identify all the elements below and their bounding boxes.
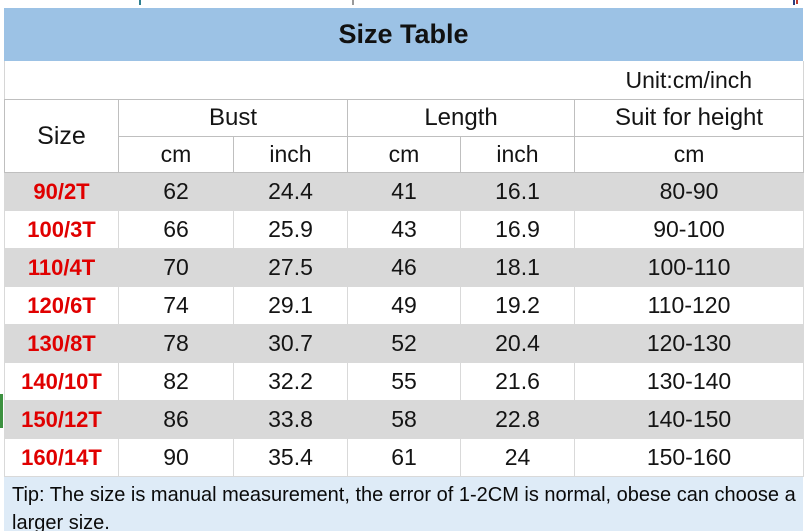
length-cm-cell: 46 [347,248,461,287]
bust-inch-cell: 29.1 [233,286,348,325]
bust-inch-cell: 25.9 [233,210,348,249]
suit-height-cell: 130-140 [574,362,805,401]
suit-height-cell: 110-120 [574,286,805,325]
length-cm-cell: 55 [347,362,461,401]
subheader-length-inch: inch [459,136,576,173]
length-inch-cell: 16.1 [459,172,576,211]
table-row: 110/4T 70 27.5 46 18.1 100-110 [4,248,805,287]
bust-cm-cell: 90 [118,438,234,477]
edge-artifact-tick [793,0,795,5]
size-cell: 110/4T [4,248,119,287]
bust-cm-cell: 62 [118,172,234,211]
table-row: 150/12T 86 33.8 58 22.8 140-150 [4,400,805,439]
table-row: 90/2T 62 24.4 41 16.1 80-90 [4,172,805,211]
length-cm-cell: 41 [347,172,461,211]
bust-inch-cell: 35.4 [233,438,348,477]
subheader-bust-cm: cm [118,136,234,173]
bust-cm-cell: 86 [118,400,234,439]
bust-inch-cell: 32.2 [233,362,348,401]
length-cm-cell: 52 [347,324,461,363]
length-inch-cell: 19.2 [459,286,576,325]
suit-height-cell: 80-90 [574,172,805,211]
length-cm-cell: 43 [347,210,461,249]
column-header-bust: Bust [118,99,348,137]
bust-inch-cell: 33.8 [233,400,348,439]
size-table: Unit:cm/inch Size Bust Length Suit for h… [4,61,805,477]
column-header-suit-for-height: Suit for height [574,99,805,137]
length-inch-cell: 21.6 [459,362,576,401]
column-header-size: Size [4,99,119,173]
length-inch-cell: 18.1 [459,248,576,287]
table-row: 120/6T 74 29.1 49 19.2 110-120 [4,286,805,325]
bust-cm-cell: 78 [118,324,234,363]
size-cell: 140/10T [4,362,119,401]
bust-cm-cell: 70 [118,248,234,287]
table-row: 140/10T 82 32.2 55 21.6 130-140 [4,362,805,401]
subheader-bust-inch: inch [233,136,348,173]
table-row: 100/3T 66 25.9 43 16.9 90-100 [4,210,805,249]
bust-inch-cell: 27.5 [233,248,348,287]
length-cm-cell: 58 [347,400,461,439]
edge-artifact-tick [352,0,354,5]
suit-height-cell: 150-160 [574,438,805,477]
size-cell: 150/12T [4,400,119,439]
tip-note: Tip: The size is manual measurement, the… [4,477,803,531]
column-header-length: Length [346,99,576,137]
size-cell: 90/2T [4,172,119,211]
length-cm-cell: 49 [347,286,461,325]
unit-label: Unit:cm/inch [574,61,804,100]
length-cm-cell: 61 [347,438,461,477]
suit-height-cell: 100-110 [574,248,805,287]
size-cell: 130/8T [4,324,119,363]
size-cell: 120/6T [4,286,119,325]
bust-inch-cell: 24.4 [233,172,348,211]
table-row: 130/8T 78 30.7 52 20.4 120-130 [4,324,805,363]
unit-row-spacer [4,61,575,100]
bust-cm-cell: 82 [118,362,234,401]
size-cell: 160/14T [4,438,119,477]
suit-height-cell: 120-130 [574,324,805,363]
unit-row: Unit:cm/inch [4,61,804,100]
subheader-height-cm: cm [574,136,805,173]
table-row: 160/14T 90 35.4 61 24 150-160 [4,438,805,477]
header-row-units: cm inch cm inch cm [5,136,805,173]
bust-cm-cell: 66 [118,210,234,249]
size-cell: 100/3T [4,210,119,249]
suit-height-cell: 90-100 [574,210,805,249]
page-title: Size Table [4,8,803,61]
length-inch-cell: 20.4 [459,324,576,363]
length-inch-cell: 22.8 [459,400,576,439]
subheader-length-cm: cm [347,136,461,173]
top-edge-strip [0,0,808,8]
bust-cm-cell: 74 [118,286,234,325]
edge-artifact-tick [139,0,141,5]
length-inch-cell: 24 [459,438,576,477]
length-inch-cell: 16.9 [459,210,576,249]
row-marker-artifact [0,394,3,428]
header-row-groups: Size Bust Length Suit for height [4,99,805,173]
bust-inch-cell: 30.7 [233,324,348,363]
suit-height-cell: 140-150 [574,400,805,439]
edge-artifact-tick [796,0,798,4]
